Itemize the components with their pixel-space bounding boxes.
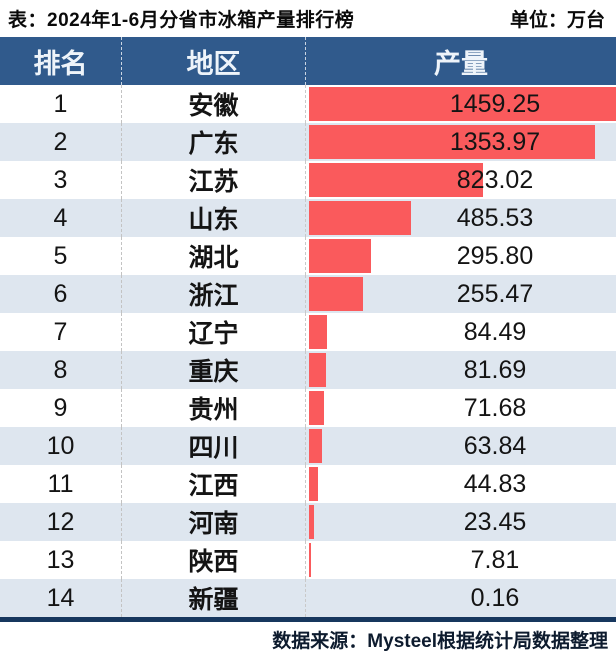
table-row: 4 山东 485.53 (0, 199, 616, 237)
production-value: 0.16 (470, 583, 520, 612)
region-cell: 山东 (121, 199, 305, 237)
production-value: 1353.97 (449, 127, 541, 156)
production-cell: 23.45 (305, 503, 616, 541)
production-value: 71.68 (463, 393, 527, 422)
production-cell: 485.53 (305, 199, 616, 237)
production-value: 44.83 (463, 469, 527, 498)
table-row: 9 贵州 71.68 (0, 389, 616, 427)
rank-cell: 4 (53, 203, 68, 232)
production-bar (309, 353, 327, 387)
region-cell: 江苏 (121, 161, 305, 199)
table-row: 6 浙江 255.47 (0, 275, 616, 313)
production-bar (309, 201, 412, 235)
rank-cell: 12 (46, 507, 75, 536)
table-row: 2 广东 1353.97 (0, 123, 616, 161)
rank-cell: 10 (46, 431, 75, 460)
data-source-note: 数据来源：Mysteel根据统计局数据整理 (272, 630, 608, 652)
region-cell: 辽宁 (121, 313, 305, 351)
production-cell: 823.02 (305, 161, 616, 199)
rank-cell: 9 (53, 393, 68, 422)
production-cell: 84.49 (305, 313, 616, 351)
region-cell: 浙江 (121, 275, 305, 313)
production-bar (309, 87, 616, 121)
production-bar (309, 315, 327, 349)
rank-cell: 13 (46, 545, 75, 574)
production-bar (309, 391, 325, 425)
production-cell: 1459.25 (305, 85, 616, 123)
production-value: 63.84 (463, 431, 527, 460)
table-row: 5 湖北 295.80 (0, 237, 616, 275)
production-value: 823.02 (456, 165, 534, 194)
production-bar (309, 163, 483, 197)
table-body: 1 安徽 1459.25 2 广东 1353.97 3 江苏 823.02 4 山东 485.53 5 湖… (0, 85, 616, 617)
table-row: 12 河南 23.45 (0, 503, 616, 541)
production-value: 23.45 (463, 507, 527, 536)
production-bar (309, 505, 314, 539)
table-row: 11 江西 44.83 (0, 465, 616, 503)
region-cell: 广东 (121, 123, 305, 161)
page-title: 表：2024年1-6月分省市冰箱产量排行榜 (8, 10, 355, 31)
region-cell: 安徽 (121, 85, 305, 123)
region-cell: 新疆 (121, 579, 305, 617)
table-header-row: 排名 地区 产量 (0, 37, 616, 85)
production-value: 7.81 (470, 545, 520, 574)
rank-cell: 2 (53, 127, 68, 156)
table-row: 7 辽宁 84.49 (0, 313, 616, 351)
table-row: 14 新疆 0.16 (0, 579, 616, 617)
production-value: 255.47 (456, 279, 534, 308)
production-cell: 81.69 (305, 351, 616, 389)
region-cell: 四川 (121, 427, 305, 465)
production-bar (309, 543, 311, 577)
column-header-region: 地区 (121, 37, 305, 85)
rank-cell: 6 (53, 279, 68, 308)
production-cell: 63.84 (305, 427, 616, 465)
column-header-rank: 排名 (33, 48, 88, 79)
region-cell: 湖北 (121, 237, 305, 275)
production-value: 81.69 (463, 355, 527, 384)
region-cell: 河南 (121, 503, 305, 541)
rank-cell: 7 (53, 317, 68, 346)
production-cell: 0.16 (305, 579, 616, 617)
table-row: 3 江苏 823.02 (0, 161, 616, 199)
production-cell: 295.80 (305, 237, 616, 275)
production-bar (309, 429, 323, 463)
region-cell: 陕西 (121, 541, 305, 579)
production-cell: 44.83 (305, 465, 616, 503)
region-cell: 江西 (121, 465, 305, 503)
title-bar: 表：2024年1-6月分省市冰箱产量排行榜 单位：万台 (0, 0, 616, 37)
production-value: 295.80 (456, 241, 534, 270)
production-cell: 71.68 (305, 389, 616, 427)
production-value: 485.53 (456, 203, 534, 232)
column-header-production: 产量 (305, 37, 616, 85)
production-cell: 1353.97 (305, 123, 616, 161)
production-bar (309, 239, 372, 273)
rank-cell: 5 (53, 241, 68, 270)
production-cell: 7.81 (305, 541, 616, 579)
rank-cell: 1 (53, 89, 68, 118)
table-row: 13 陕西 7.81 (0, 541, 616, 579)
rank-cell: 3 (53, 165, 68, 194)
production-bar (309, 277, 363, 311)
rank-cell: 11 (47, 469, 74, 498)
production-cell: 255.47 (305, 275, 616, 313)
production-bar (309, 125, 595, 159)
unit-label: 单位：万台 (509, 10, 605, 31)
region-cell: 贵州 (121, 389, 305, 427)
bottom-divider (0, 617, 616, 622)
table-row: 1 安徽 1459.25 (0, 85, 616, 123)
production-value: 84.49 (463, 317, 527, 346)
production-value: 1459.25 (449, 89, 541, 118)
production-bar (309, 467, 319, 501)
rank-cell: 14 (46, 583, 75, 612)
table-row: 8 重庆 81.69 (0, 351, 616, 389)
rank-cell: 8 (53, 355, 68, 384)
region-cell: 重庆 (121, 351, 305, 389)
table-row: 10 四川 63.84 (0, 427, 616, 465)
